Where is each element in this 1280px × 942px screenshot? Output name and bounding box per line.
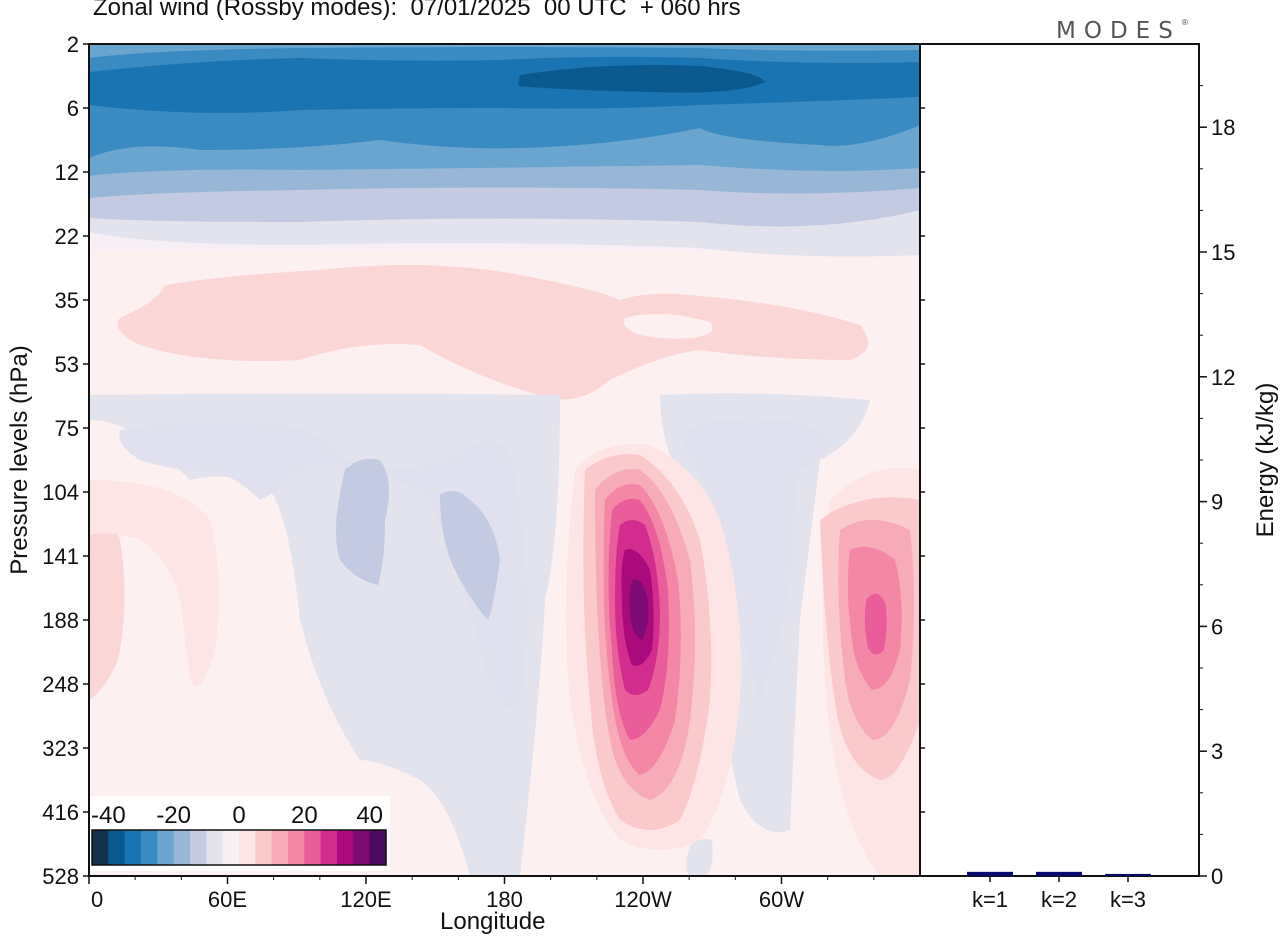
energy-tick-label: 12 <box>1211 365 1235 390</box>
y-tick-label: 141 <box>42 544 79 569</box>
x-tick-label: 60W <box>759 887 804 912</box>
longitude-axis: 0 60E 120E 180 120W 60W <box>88 876 875 912</box>
y-tick-label: 528 <box>42 864 79 889</box>
colorbar-swatch <box>124 830 142 865</box>
colorbar-swatch <box>141 830 158 865</box>
y-tick-label: 188 <box>42 608 79 633</box>
y-tick-label: 2 <box>67 32 79 57</box>
energy-bars: k=1 k=2 k=3 <box>967 871 1151 912</box>
y-tick-label: 6 <box>67 96 79 121</box>
y-tick-label: 35 <box>55 288 79 313</box>
y-tick-label: 104 <box>42 480 79 505</box>
energy-bar <box>967 871 1013 876</box>
zonal-wind-contour-field <box>89 44 920 876</box>
colorbar-tick-label: -40 <box>91 802 126 829</box>
y-axis-label: Pressure levels (hPa) <box>6 345 33 575</box>
colorbar-swatch <box>369 830 387 865</box>
colorbar-swatch <box>92 830 109 865</box>
colorbar-swatch <box>190 830 207 865</box>
energy-tick-label: 0 <box>1211 864 1223 889</box>
y-tick-label: 12 <box>55 160 79 185</box>
colorbar-swatch <box>337 830 354 865</box>
colorbar-swatch <box>353 830 371 865</box>
colorbar-swatch <box>255 830 273 865</box>
x-tick-label: 120W <box>614 887 672 912</box>
x-tick-label: 0 <box>91 887 103 912</box>
energy-axis-label: Energy (kJ/kg) <box>1252 382 1279 538</box>
energy-bar <box>1036 871 1082 876</box>
colorbar-tick-label: 40 <box>356 802 383 829</box>
modes-logo: MODES® <box>1056 18 1189 44</box>
energy-tick-label: 6 <box>1211 614 1223 639</box>
colorbar: -40 -20 0 20 40 <box>88 796 390 871</box>
energy-axis: 0 3 6 9 12 15 18 <box>1199 85 1235 889</box>
y-tick-label: 323 <box>42 736 79 761</box>
bar-category-label: k=1 <box>972 887 1008 912</box>
x-tick-label: 180 <box>486 887 523 912</box>
energy-bar <box>1105 873 1151 876</box>
energy-plot-frame <box>919 43 1200 877</box>
colorbar-tick-label: 20 <box>291 802 318 829</box>
energy-tick-label: 18 <box>1211 115 1235 140</box>
colorbar-swatch <box>206 830 224 865</box>
chart-title: Zonal wind (Rossby modes): 07/01/2025 00… <box>93 0 741 21</box>
colorbar-swatch <box>288 830 305 865</box>
y-tick-label: 22 <box>55 224 79 249</box>
x-axis-label: Longitude <box>440 908 546 935</box>
y-tick-label: 248 <box>42 672 79 697</box>
pressure-axis: 2 6 12 22 35 53 75 104 141 188 248 323 416 528 <box>42 32 925 889</box>
bar-category-label: k=2 <box>1041 887 1077 912</box>
colorbar-tick-label: 0 <box>232 802 245 829</box>
bar-category-label: k=3 <box>1110 887 1146 912</box>
x-tick-label: 60E <box>208 887 247 912</box>
colorbar-frame <box>91 829 387 866</box>
colorbar-tick-label: -20 <box>156 802 191 829</box>
energy-tick-label: 9 <box>1211 490 1223 515</box>
x-tick-label: 120E <box>340 887 391 912</box>
colorbar-swatch <box>173 830 191 865</box>
y-tick-label: 53 <box>55 352 79 377</box>
colorbar-swatch <box>271 830 289 865</box>
colorbar-swatch <box>239 830 256 865</box>
colorbar-swatch <box>304 830 322 865</box>
colorbar-swatch <box>320 830 338 865</box>
energy-tick-label: 15 <box>1211 240 1235 265</box>
energy-tick-label: 3 <box>1211 739 1223 764</box>
y-tick-label: 75 <box>55 416 79 441</box>
y-tick-label: 416 <box>42 800 79 825</box>
colorbar-swatch <box>222 830 240 865</box>
colorbar-swatch <box>157 830 175 865</box>
colorbar-swatch <box>108 830 126 865</box>
